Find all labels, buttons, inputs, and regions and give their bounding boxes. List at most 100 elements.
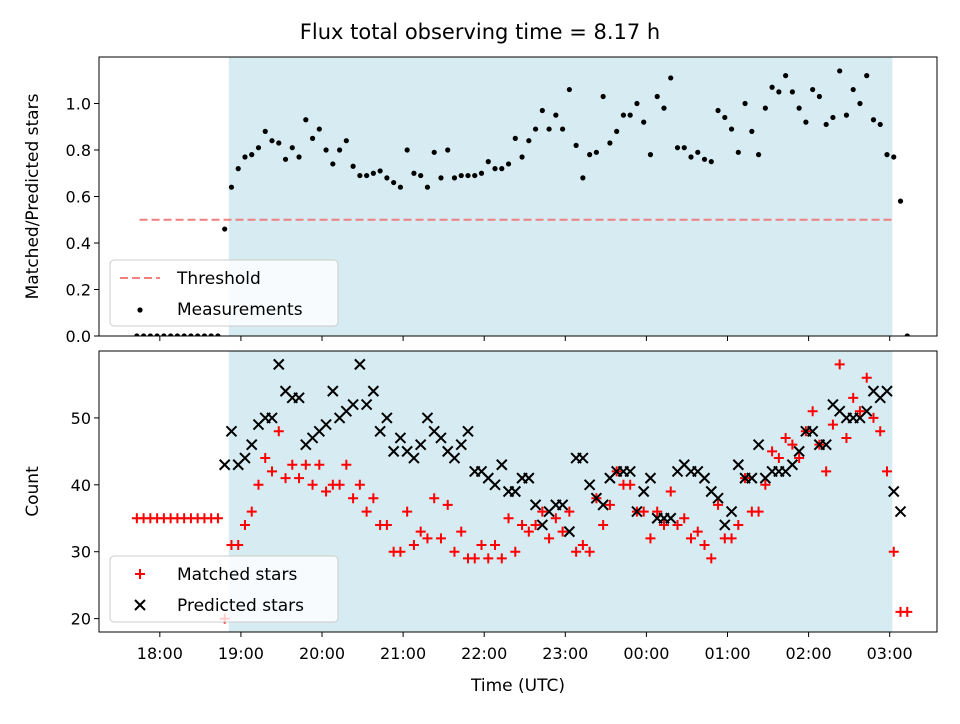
data-point-matched (260, 453, 271, 464)
data-point-matched (233, 540, 244, 551)
data-point-measurement (485, 159, 491, 165)
data-point-matched (287, 459, 298, 470)
data-point-matched (300, 459, 311, 470)
data-point-matched (821, 466, 832, 477)
data-point-predicted (881, 385, 893, 397)
y-tick-label: 0.8 (66, 141, 91, 160)
data-point-predicted (273, 358, 285, 371)
data-point-predicted (644, 472, 657, 484)
data-point-predicted (360, 398, 373, 411)
data-point-measurement (553, 112, 559, 118)
legend-label: Predicted stars (177, 596, 304, 616)
data-point-measurement (262, 128, 268, 134)
data-point-predicted (631, 505, 643, 518)
data-point-measurement (654, 93, 660, 100)
data-point-measurement (215, 333, 221, 336)
data-point-predicted (529, 499, 542, 511)
data-point-measurement (803, 119, 809, 125)
data-point-measurement (438, 175, 444, 181)
data-point-measurement (424, 184, 431, 190)
data-point-predicted (556, 499, 569, 511)
data-point-matched (773, 453, 784, 464)
data-point-measurement (249, 152, 255, 158)
data-point-matched (212, 513, 223, 524)
data-point-measurement (431, 149, 437, 155)
x-tick-label: 02:00 (786, 644, 832, 663)
data-point-measurement (546, 126, 552, 132)
legend-label: Matched stars (177, 565, 297, 585)
data-point-measurement (668, 75, 674, 81)
data-point-matched (827, 419, 838, 430)
y-axis-label: Count (23, 466, 43, 517)
data-point-measurement (762, 105, 768, 111)
data-point-matched (604, 499, 615, 510)
data-point-predicted (624, 465, 636, 478)
data-point-matched (361, 506, 372, 517)
data-point-predicted (509, 485, 522, 498)
data-point-measurement (336, 147, 343, 153)
data-point-matched (348, 493, 359, 504)
data-point-measurement (161, 333, 167, 336)
x-tick-label: 01:00 (704, 644, 750, 663)
data-point-measurement (560, 126, 566, 132)
data-point-predicted (421, 412, 434, 424)
data-point-predicted (888, 485, 900, 498)
data-point-measurement (296, 154, 302, 160)
data-point-measurement (384, 175, 390, 181)
data-point-matched (530, 519, 541, 530)
data-point-predicted (577, 452, 589, 464)
y-tick-label: 30 (71, 543, 91, 562)
data-point-matched (381, 519, 392, 530)
data-point-measurement (566, 86, 572, 93)
data-point-matched (321, 486, 332, 497)
data-point-measurement (850, 86, 856, 93)
x-tick-label: 21:00 (380, 644, 426, 663)
data-point-matched (510, 546, 521, 557)
x-tick-label: 23:00 (542, 644, 588, 663)
data-point-measurement (857, 100, 863, 107)
data-point-matched (408, 540, 419, 551)
data-point-predicted (523, 472, 535, 484)
legend-box (109, 259, 339, 327)
data-point-measurement (201, 333, 208, 336)
data-point-matched (253, 479, 264, 490)
data-point-matched (314, 459, 325, 470)
data-point-measurement (134, 333, 140, 336)
data-point-predicted (435, 432, 447, 444)
data-point-predicted (414, 438, 427, 451)
data-point-matched (787, 439, 798, 450)
data-point-measurement (276, 140, 282, 146)
data-point-matched (449, 546, 460, 557)
data-point-measurement (499, 166, 505, 172)
data-point-matched (881, 466, 892, 477)
data-point-matched (341, 459, 352, 470)
data-point-measurement (343, 138, 349, 144)
data-point-measurement (364, 172, 370, 179)
data-point-measurement (141, 333, 147, 336)
data-point-matched (490, 540, 501, 551)
data-point-measurement (688, 154, 694, 160)
y-tick-label: 0.2 (66, 281, 91, 300)
data-point-matched (652, 506, 663, 517)
data-point-predicted (327, 385, 339, 397)
data-point-measurement (573, 142, 579, 148)
data-point-matched (713, 499, 724, 510)
x-tick-label: 03:00 (867, 644, 913, 663)
data-point-measurement (580, 175, 586, 181)
data-point-measurement (465, 172, 471, 179)
data-point-matched (760, 479, 771, 490)
data-point-measurement (519, 154, 525, 160)
data-point-measurement (208, 333, 214, 336)
data-point-matched (861, 372, 872, 383)
data-point-predicted (218, 459, 231, 471)
data-point-matched (550, 513, 561, 524)
data-point-predicted (448, 452, 461, 464)
data-point-matched (699, 540, 710, 551)
legend-label: Measurements (177, 300, 303, 320)
axes-frame (98, 350, 938, 633)
data-point-measurement (451, 175, 458, 181)
legend-marker-matched (135, 569, 145, 579)
data-point-predicted (387, 445, 400, 458)
data-point-measurement (478, 170, 485, 176)
